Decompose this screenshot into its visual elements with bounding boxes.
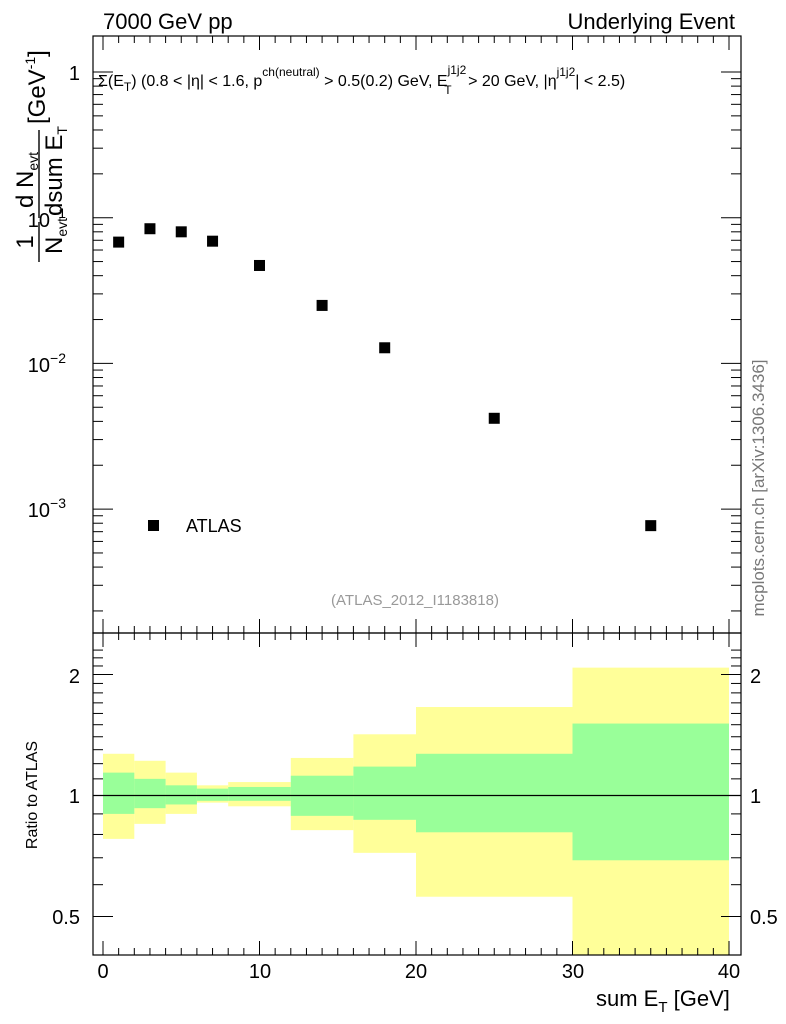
ratio-ytick-right-2: 2	[750, 666, 761, 688]
xtick-label-30: 30	[562, 961, 584, 983]
data-point-0	[113, 236, 125, 248]
inner-band-bin-3	[196, 788, 229, 801]
selection-cuts-annotation: Σ(ET) (0.8 < |η| < 1.6, pch(neutral) > 0…	[98, 63, 625, 97]
data-point-2	[175, 226, 187, 238]
data-point-4	[254, 259, 265, 271]
ylabel-dn: d Nevt	[12, 152, 41, 208]
inner-band-bin-1	[134, 778, 166, 809]
inner-band-bin-8	[572, 723, 729, 861]
ratio-ytick-right-1: 1	[750, 786, 761, 808]
ratio-ytick-left-0: 0.5	[52, 907, 80, 929]
atlas-data-points	[113, 223, 657, 532]
ratio-y-axis-label: Ratio to ATLAS	[24, 741, 41, 849]
inner-band-group	[103, 723, 729, 861]
data-point-8	[645, 520, 657, 532]
xtick-label-0: 0	[97, 961, 108, 983]
main-ytick-label-1: 10−1	[28, 205, 66, 232]
ratio-plot-frame	[92, 632, 742, 956]
legend-label: ATLAS	[186, 516, 242, 536]
watermark: mcplots.cern.ch [arXiv:1306.3436]	[749, 359, 768, 616]
ylabel-numerator-one: 1	[12, 235, 39, 248]
inner-band-bin-7	[416, 753, 573, 833]
legend-marker	[148, 520, 159, 531]
data-point-3	[207, 235, 219, 247]
x-axis-label: sum ET [GeV]	[596, 986, 730, 1016]
main-axis-ticks	[93, 36, 741, 633]
xtick-label-40: 40	[718, 961, 740, 983]
ratio-ytick-right-0: 0.5	[750, 907, 778, 929]
data-point-1	[144, 223, 156, 235]
header-right: Underlying Event	[567, 9, 735, 34]
ylabel-denominator-n: Nevt	[41, 218, 70, 254]
ratio-ytick-left-2: 2	[69, 666, 80, 688]
inner-band-bin-4	[228, 786, 291, 801]
xtick-label-20: 20	[405, 961, 427, 983]
main-plot-frame	[92, 35, 742, 634]
main-ytick-label-2: 10−2	[28, 350, 66, 377]
header-left: 7000 GeV pp	[103, 9, 233, 34]
ylabel-denominator: dsum ET	[41, 126, 70, 216]
inner-band-bin-2	[165, 785, 197, 805]
main-ytick-label-3: 10−3	[28, 495, 66, 522]
xtick-label-10: 10	[249, 961, 271, 983]
analysis-id: (ATLAS_2012_I1183818)	[331, 592, 499, 609]
ylabel-unit: [GeV-1]	[22, 50, 51, 124]
data-point-7	[488, 412, 500, 424]
main-ytick-label-0: 1	[69, 63, 80, 85]
ratio-axis-ticks	[93, 633, 741, 955]
inner-band-bin-0	[103, 772, 135, 814]
main-y-axis-label: 1 Nevt d Nevt dsum ET [GeV-1]	[12, 50, 70, 262]
data-point-5	[316, 299, 328, 311]
inner-band-bin-6	[353, 766, 416, 820]
data-point-6	[379, 342, 391, 354]
ratio-ytick-left-1: 1	[69, 786, 80, 808]
